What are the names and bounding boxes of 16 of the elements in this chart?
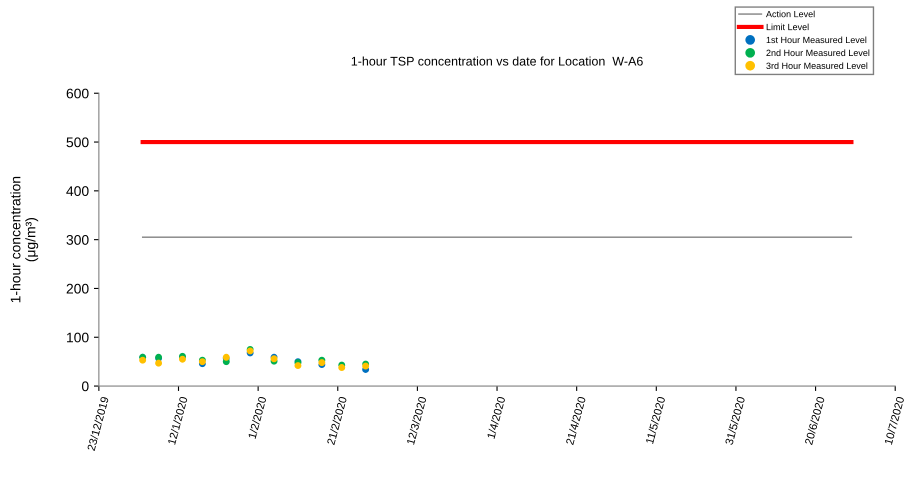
chart-title: 1-hour TSP concentration vs date for Location W-A6 xyxy=(352,56,643,66)
x-tick-label: 1/4/2020 xyxy=(486,396,506,439)
legend-label: Limit Level xyxy=(766,24,809,30)
legend-label: 3rd Hour Measured Level xyxy=(766,62,868,69)
legend-label: 2nd Hour Measured Level xyxy=(766,49,870,56)
legend-label: 1st Hour Measured Level xyxy=(766,36,866,44)
legend-label: Action Level xyxy=(766,10,815,18)
y-tick-label: 300 xyxy=(66,234,89,245)
y-axis-title: 1-hour concentration (μg/m³) xyxy=(10,176,38,302)
y-tick-label: 100 xyxy=(67,332,89,342)
y-tick-label: 200 xyxy=(66,284,89,294)
y-tick-label: 600 xyxy=(66,88,89,98)
y-tick-label: 400 xyxy=(66,186,89,196)
y-tick-label: 500 xyxy=(66,137,89,148)
x-tick-label: 1/2/2020 xyxy=(248,396,266,439)
y-tick-label: 0 xyxy=(82,381,89,392)
